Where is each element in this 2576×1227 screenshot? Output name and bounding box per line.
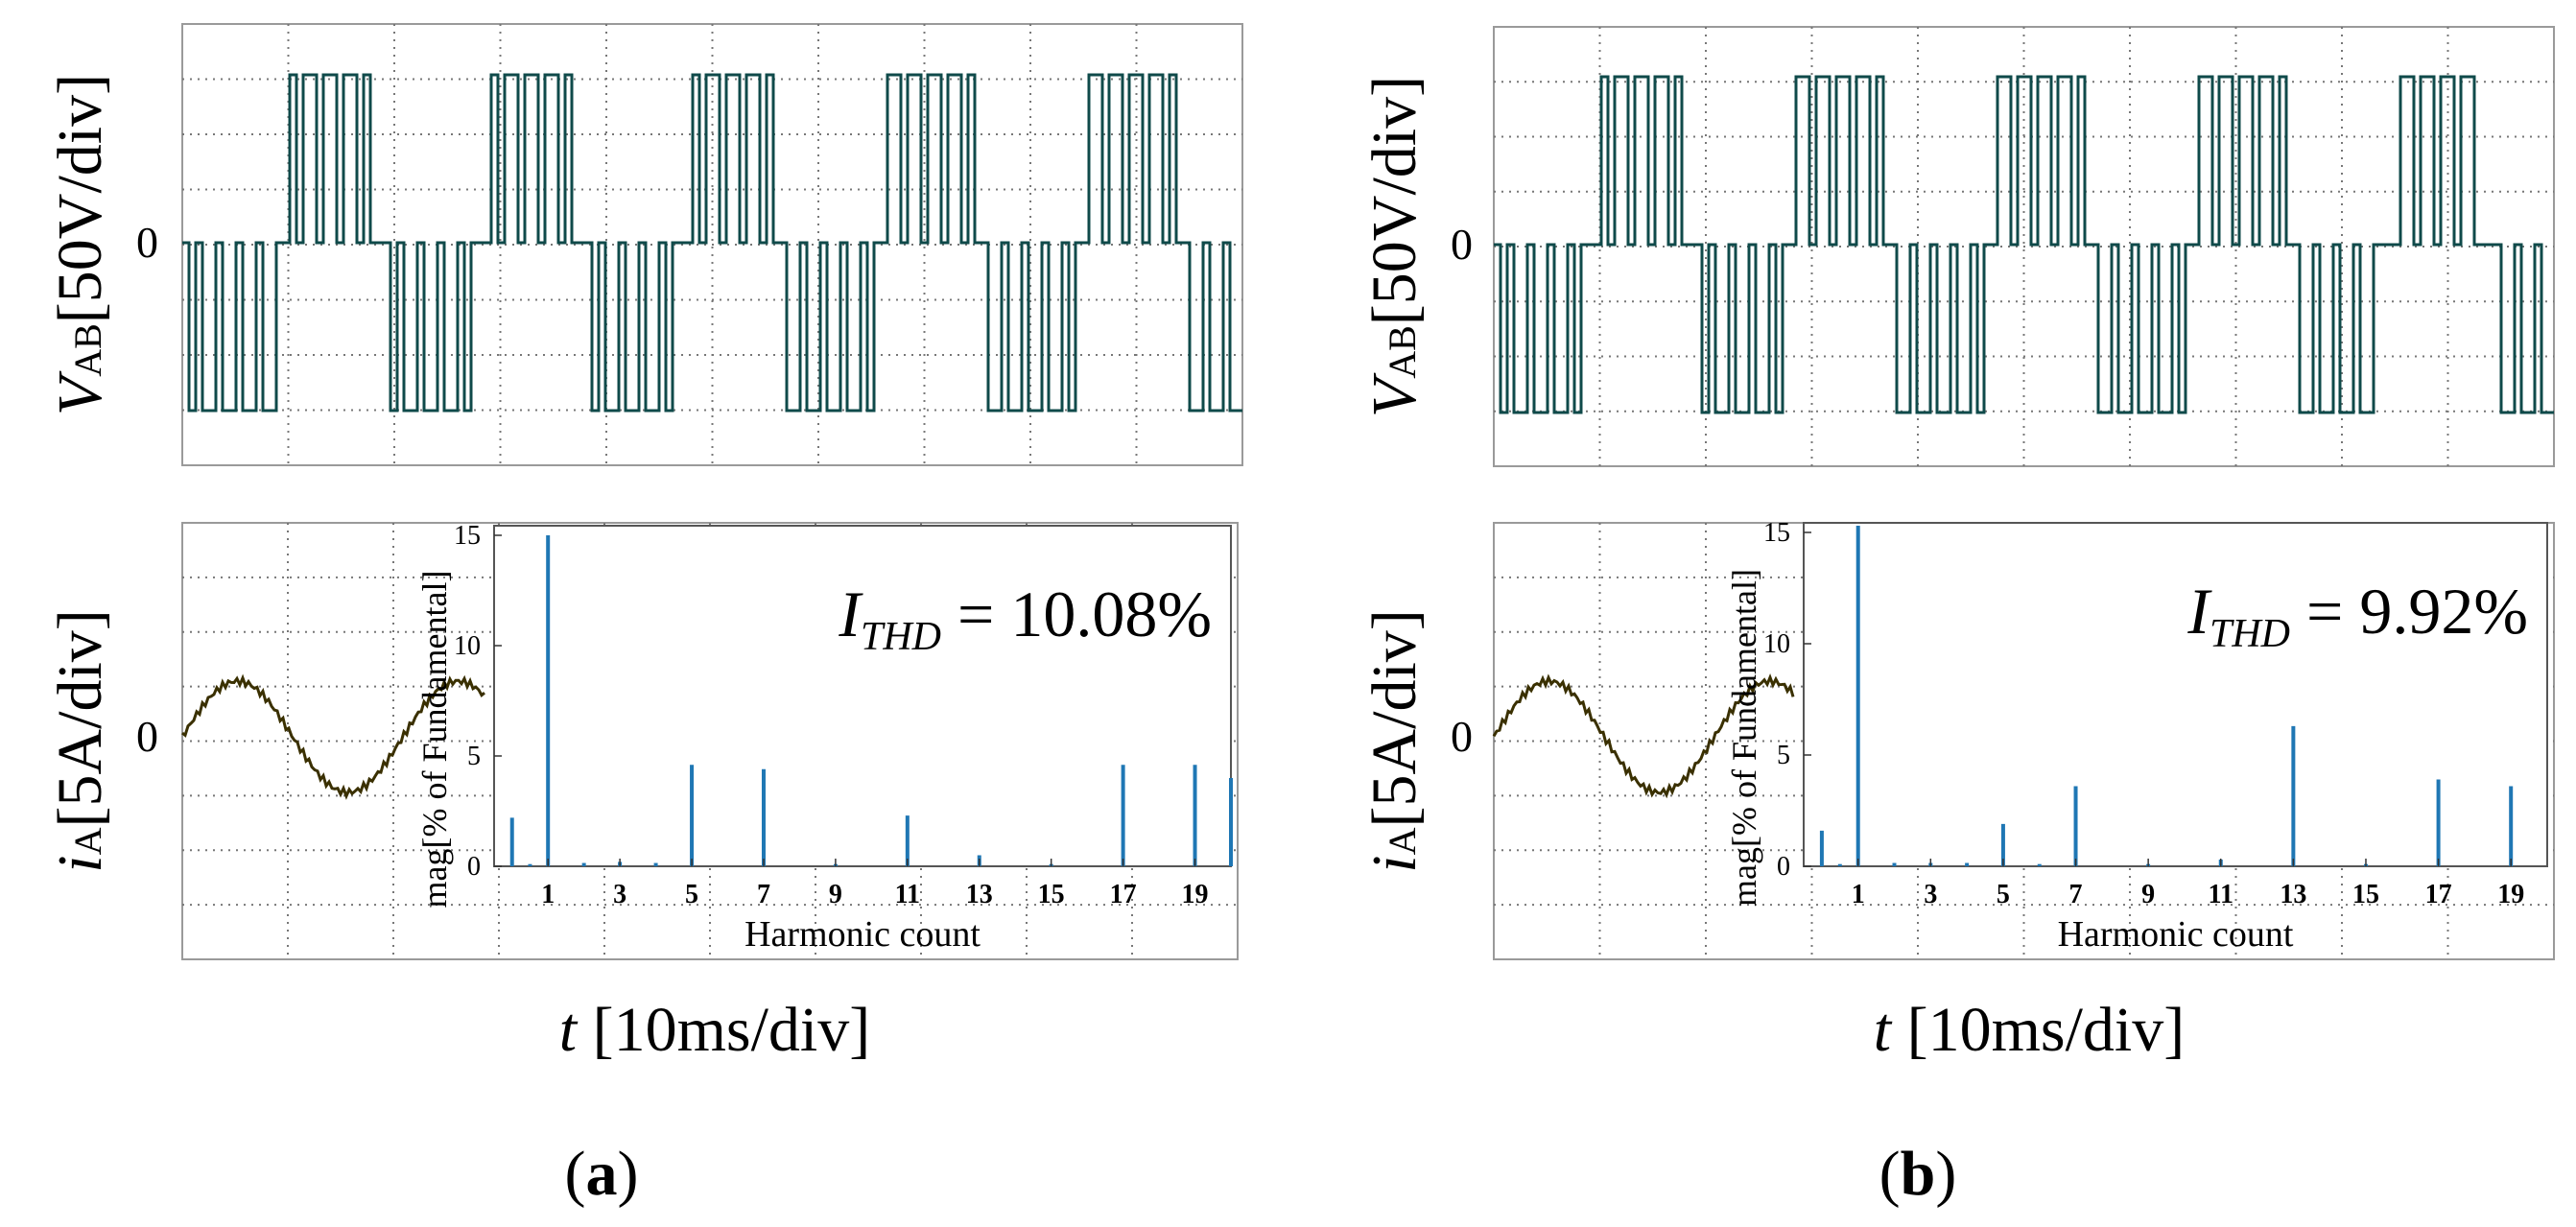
current-waveform xyxy=(181,673,485,800)
time-axis-label: t [10ms/div] xyxy=(1874,995,2186,1065)
thd-annotation: ITHD = 9.92% xyxy=(2186,575,2528,656)
voltage-zero-label: 0 xyxy=(136,218,158,267)
voltage-waveform xyxy=(182,73,1242,413)
thd-annotation: ITHD = 10.08% xyxy=(838,578,1212,659)
voltage-waveform xyxy=(1494,75,2554,414)
spectrum-xtick-label: 3 xyxy=(1924,880,1937,909)
spectrum-xtick-label: 19 xyxy=(1182,880,1209,909)
spectrum-ytick-label: 5 xyxy=(467,742,481,771)
spectrum-xtick-label: 5 xyxy=(1997,880,2010,909)
spectrum-ytick-label: 0 xyxy=(467,852,481,882)
spectrum-xtick-label: 11 xyxy=(2209,880,2233,909)
spectrum-xlabel: Harmonic count xyxy=(744,914,981,955)
spectrum-ylabel: mag[% of Fundamental] xyxy=(415,571,454,908)
spectrum-xtick-label: 9 xyxy=(2141,880,2155,909)
voltage-axis-label: VAB[50V/div] xyxy=(1359,76,1430,417)
spectrum-xtick-label: 1 xyxy=(541,880,555,909)
voltage-zero-label: 0 xyxy=(1451,220,1473,269)
spectrum-xtick-label: 5 xyxy=(685,880,698,909)
spectrum-ytick-label: 10 xyxy=(1763,629,1790,659)
spectrum-axes xyxy=(493,525,1232,867)
spectrum-ytick-label: 15 xyxy=(454,521,481,551)
spectrum-ytick-label: 10 xyxy=(454,631,481,661)
current-axis-label: iA[5A/div] xyxy=(45,609,115,873)
spectrum-ytick-label: 5 xyxy=(1777,741,1790,770)
spectrum-ytick-label: 15 xyxy=(1763,518,1790,548)
spectrum-xtick-label: 19 xyxy=(2497,880,2524,909)
current-axis-label: iA[5A/div] xyxy=(1359,609,1430,873)
spectrum-xlabel: Harmonic count xyxy=(2058,914,2294,955)
spectrum-xtick-label: 13 xyxy=(966,880,993,909)
spectrum-xtick-label: 11 xyxy=(895,880,920,909)
spectrum-xtick-label: 13 xyxy=(2280,880,2306,909)
current-zero-label: 0 xyxy=(136,712,158,761)
spectrum-ylabel: mag[% of Fundamental] xyxy=(1725,569,1763,907)
spectrum-xtick-label: 7 xyxy=(2069,880,2083,909)
spectrum-xtick-label: 9 xyxy=(829,880,842,909)
subfigure-label: (a) xyxy=(565,1139,639,1209)
current-zero-label: 0 xyxy=(1451,712,1473,761)
voltage-axis-label: VAB[50V/div] xyxy=(45,74,115,415)
spectrum-xtick-label: 7 xyxy=(757,880,770,909)
spectrum-axes xyxy=(1803,522,2548,867)
spectrum-xtick-label: 17 xyxy=(2425,880,2452,909)
spectrum-xtick-label: 3 xyxy=(613,880,626,909)
spectrum-xtick-label: 15 xyxy=(1038,880,1065,909)
spectrum-xtick-label: 15 xyxy=(2352,880,2379,909)
current-waveform xyxy=(1492,672,1795,799)
spectrum-xtick-label: 17 xyxy=(1110,880,1137,909)
spectrum-xtick-label: 1 xyxy=(1852,880,1865,909)
spectrum-ytick-label: 0 xyxy=(1777,852,1790,882)
time-axis-label: t [10ms/div] xyxy=(559,995,871,1065)
subfigure-label: (b) xyxy=(1879,1139,1957,1209)
